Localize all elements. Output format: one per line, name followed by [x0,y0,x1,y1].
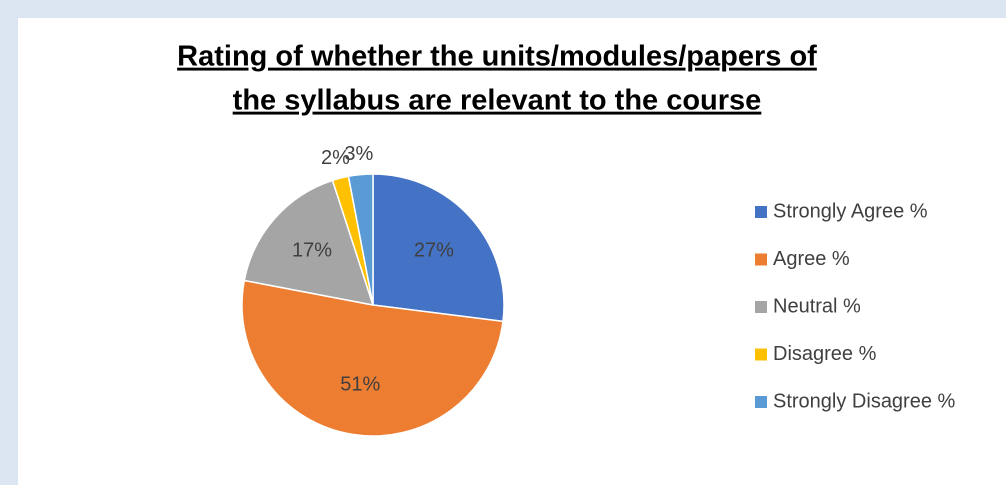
pie-slice [243,179,375,306]
legend-swatch [755,301,767,313]
legend-label: Neutral % [773,295,861,317]
pie-slice [347,173,374,306]
legend-label: Agree % [773,248,850,270]
pie-slice [241,279,504,437]
legend-swatch [755,348,767,361]
chart-subtitle: the syllabus are relevant to the course [233,85,762,117]
legend-label: Disagree % [773,343,877,365]
data-label: 27% [414,240,454,262]
legend-label: Strongly Agree % [773,200,928,222]
chart-area [18,18,1006,485]
legend-swatch [755,206,767,218]
legend-swatch [755,253,767,266]
chart-title: Rating of whether the units/modules/pape… [177,41,817,73]
legend-label: Strongly Disagree % [773,390,956,412]
data-label: 3% [344,143,373,165]
legend-swatch [755,396,767,408]
data-label: 51% [340,374,380,396]
data-label: 17% [292,240,332,262]
pie-slice [372,173,505,323]
data-label: 2% [321,147,350,169]
